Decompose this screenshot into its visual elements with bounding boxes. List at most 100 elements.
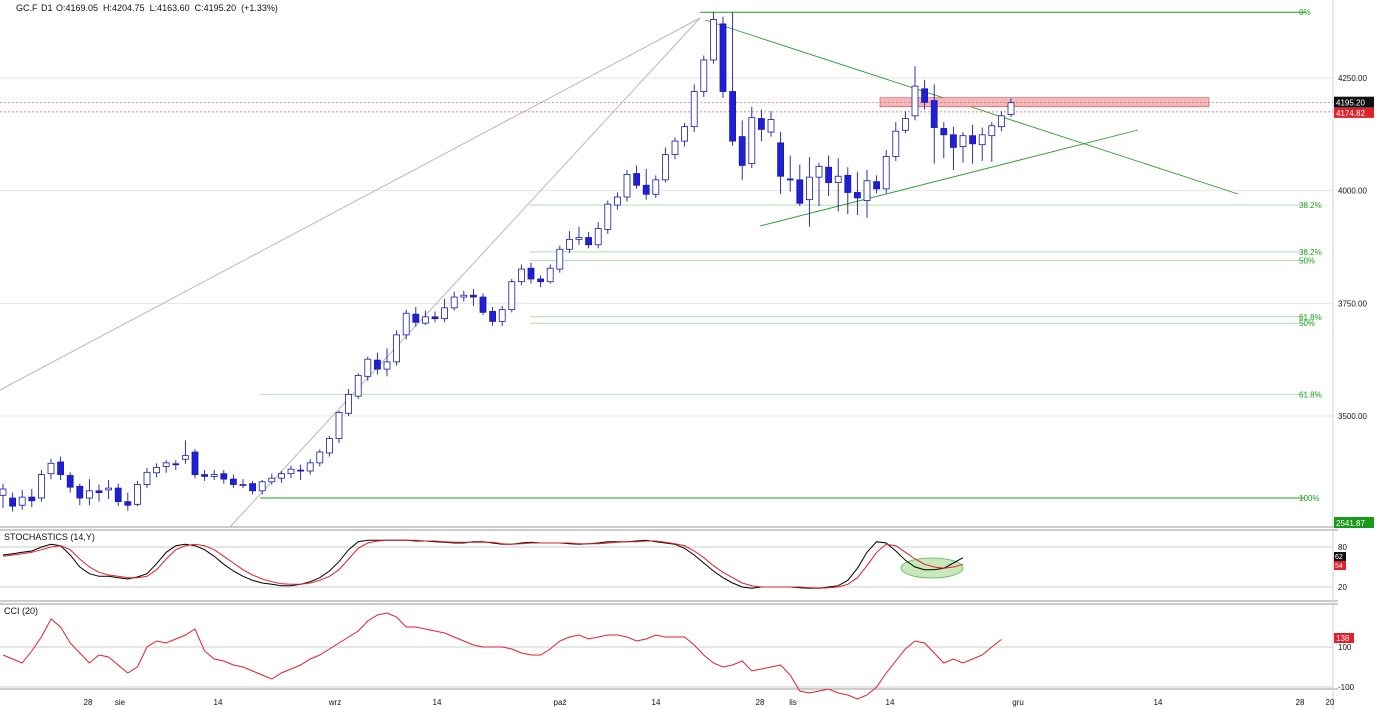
fib-level-label: 38.2% [1299,201,1322,210]
x-axis-label: paź [554,698,567,707]
candle-bull [902,118,909,131]
fib-level-label: 38.2% [1299,248,1322,257]
candle-bull [441,307,449,320]
stoch-k-line [2,539,964,589]
fib-level-label: 61.8% [1299,390,1322,399]
grey-trendline-1 [0,17,701,391]
candle-bull [546,267,554,283]
candle-bull [393,334,401,363]
candle-bear [191,451,199,475]
candle-bull [556,248,564,270]
fib-level-label: 61.8% [1299,313,1322,322]
candle-bull [421,316,429,324]
timeframe-label: D1 [41,3,53,13]
candle-bull [460,294,468,298]
drawing-layer[interactable]: 0%38.2%38.2%50%61.8%50%61.8%100% [0,8,1333,528]
candle-bear [633,173,640,186]
stoch-axis-20: 20 [1338,583,1347,592]
candle-bear [489,311,497,322]
candle-bear [220,473,228,480]
candle-bear [412,313,420,323]
candle-bear [796,179,804,204]
candle-bull [383,361,391,370]
candle-bull [306,462,314,472]
price-axis-tick: 4250.00 [1338,74,1367,83]
price-axis-tick: 3750.00 [1338,299,1367,308]
candle-bull [710,19,717,61]
stochastics-title: STOCHASTICS (14,Y) [4,532,95,542]
candle-bull [614,196,621,206]
candle-bull [38,474,45,499]
candle-bull [210,474,218,477]
candle-bull [345,393,353,414]
candle-bull [239,484,247,486]
x-axis-label: gru [1012,698,1024,707]
candle-bull [518,268,525,283]
candle-bear [844,174,852,193]
candle-bull [47,462,55,475]
cci-axis-100: 100 [1338,643,1352,652]
candle-bull [575,237,583,240]
candle-bear [950,134,957,148]
candle-bear [786,178,794,181]
candle-bull [508,281,516,311]
candle-bear [172,463,180,466]
candle-bear [373,359,381,370]
candle-bull [450,296,458,309]
fib-level-label: 50% [1299,319,1315,328]
stoch-k-value: 62 [1335,554,1343,561]
stoch-k-box [1334,552,1346,561]
candle-bull [652,179,660,195]
candle-bear [95,490,103,494]
grey-trendline-2 [229,17,701,528]
fib-level-label: 100% [1299,494,1319,503]
candle-bear [66,475,74,488]
candle-bull [959,135,967,147]
fib-level-label: 50% [1299,257,1315,266]
candle-bear [201,474,209,477]
stoch-d-value: 54 [1335,563,1343,570]
x-axis-label: 14 [433,698,442,707]
candle-bull [978,134,986,146]
candle-bear [57,461,64,475]
candle-bull [911,85,919,117]
red-level-value: 4174.82 [1336,109,1365,118]
candle-bear [940,128,948,136]
candle-bull [402,312,410,336]
candle-bull [671,140,679,156]
candle-bear [969,135,976,145]
candle-bull [143,471,151,485]
candle-bull [604,203,612,230]
candle-bull [863,180,871,201]
candle-bull [998,115,1005,128]
candle-bull [806,176,813,201]
x-axis-label: 28 [84,698,93,707]
candle-bull [181,455,189,460]
candle-bull [1007,102,1015,115]
candle-bear [921,88,928,103]
x-axis-label: 14 [214,698,223,707]
cci-axis-minus100: -100 [1338,683,1355,692]
indicator-layer [0,539,1333,700]
candle-bull [258,481,266,492]
cci-title: CCI (20) [4,606,38,616]
candle-layer [0,12,1015,512]
candle-bear [642,184,650,195]
candle-bull [316,451,324,464]
x-axis-label: 20 [1326,698,1335,707]
stoch-d-line [2,539,964,589]
x-axis-label: 28 [756,698,765,707]
candle-bull [623,174,631,198]
candle-bull [153,466,161,474]
cci-line [2,612,1002,700]
price-axis-tick: 3500.00 [1338,412,1367,421]
candle-bull [748,117,756,165]
candle-bull [277,473,285,479]
candle-bear [930,100,938,128]
candle-bull [892,130,900,157]
x-axis-label: 14 [1154,698,1163,707]
candle-bear [229,478,237,485]
candle-bull [681,126,688,142]
